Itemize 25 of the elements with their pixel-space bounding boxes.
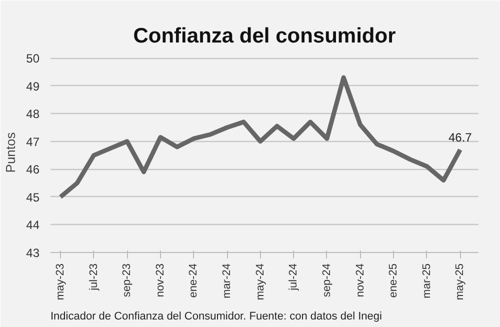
y-axis-title: Puntos — [3, 132, 18, 173]
x-tick-label: may-23 — [54, 263, 66, 300]
y-tick-label: 47 — [26, 134, 40, 149]
x-tick-label: sep-24 — [320, 263, 333, 298]
data-label: 46.7 — [448, 130, 472, 145]
y-tick-label: 49 — [26, 79, 40, 94]
x-tick-label: ene-24 — [188, 263, 200, 298]
text: Indicador de Confianza del Consumidor. Fuente: con datos del Inegi — [50, 310, 382, 322]
y-tick-label: 48 — [26, 107, 40, 122]
x-tick-label: mar-24 — [221, 264, 234, 298]
chart-title: Confianza del consumidor — [133, 24, 396, 48]
y-tick-label: 44 — [26, 218, 40, 232]
y-tick-label: 45 — [26, 190, 40, 204]
x-tick-label: nov-24 — [354, 263, 366, 298]
y-tick-label: 50 — [26, 52, 40, 66]
x-tick-label: may-24 — [254, 263, 266, 300]
x-tick-label: sep-23 — [121, 263, 134, 298]
x-tick-label: may-25 — [454, 263, 466, 300]
x-tick-label: ene-25 — [388, 263, 400, 298]
x-tick-label: jul-23 — [88, 264, 100, 292]
x-tick-label: nov-23 — [154, 263, 166, 298]
x-tick-label: mar-25 — [420, 264, 433, 298]
x-tick-label: jul-24 — [288, 264, 300, 292]
y-tick-label: 43 — [26, 246, 40, 260]
y-tick-label: 46 — [26, 162, 40, 177]
